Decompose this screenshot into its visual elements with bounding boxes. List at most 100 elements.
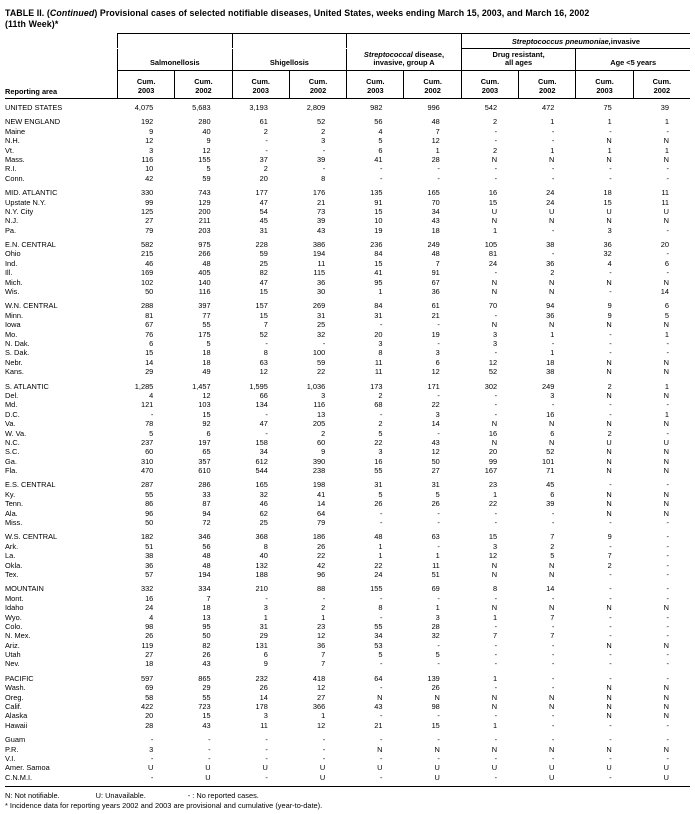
- value-cell: -: [208, 754, 211, 763]
- value-cell: 405: [198, 268, 211, 278]
- value-cell: 2: [550, 268, 555, 278]
- reporting-area-cell: Va.: [5, 419, 16, 429]
- value-cell: -: [494, 390, 498, 400]
- subcol-header: Cum. 2003: [231, 71, 289, 98]
- value-cell: -: [551, 683, 555, 693]
- reporting-area-cell: Md.: [5, 400, 18, 410]
- value-cell: 56: [374, 117, 383, 127]
- value-cell: 5: [378, 489, 383, 499]
- table-row: Kans. 29 49 12 22 11 12 52 38 N N: [5, 367, 690, 376]
- value-cell: 5: [206, 338, 211, 348]
- reporting-area-label: Reporting area: [5, 87, 58, 96]
- value-cell: 5: [435, 489, 440, 499]
- table-row: W.N. CENTRAL 288 397 157 269 84 61 70 94 9 6: [5, 301, 690, 310]
- value-cell: 7: [435, 258, 440, 268]
- value-cell: 188: [255, 569, 268, 579]
- value-cell: N: [663, 320, 669, 330]
- value-cell: -: [551, 508, 555, 518]
- value-cell: 1: [378, 541, 383, 551]
- table-section: E.S. CENTRAL 287 286 165 198 31 31 23 45- - Ky. 55 3…: [5, 480, 690, 527]
- header-row-subcols: Reporting area Cum. 2003 Cum. 2002 Cum. 2003 C…: [5, 71, 690, 98]
- value-cell: 15: [488, 197, 498, 207]
- reporting-area-cell: Vt.: [5, 145, 15, 155]
- value-cell: 175: [198, 329, 211, 339]
- table-row: Ohio 215 266 59 194 84 48 81 - 32 -: [5, 249, 690, 258]
- value-cell: 50: [431, 456, 440, 466]
- value-cell: 366: [312, 702, 326, 712]
- value-cell: 200: [198, 206, 211, 216]
- value-cell: -: [437, 508, 440, 518]
- value-cell: N: [606, 277, 612, 287]
- value-cell: 167: [484, 466, 498, 476]
- table-row: Ariz. 119 82 131 36 53 - - - N N: [5, 641, 690, 650]
- value-cell: N: [491, 419, 498, 429]
- table-row: Mich. 102 140 47 36 95 67 N N N N: [5, 278, 690, 287]
- value-cell: 40: [259, 551, 268, 561]
- value-cell: -: [494, 518, 498, 528]
- reporting-area-cell: V.I.: [5, 754, 16, 763]
- value-cell: 186: [312, 532, 326, 542]
- value-cell: 982: [370, 103, 383, 112]
- value-cell: -: [437, 735, 440, 745]
- value-cell: U: [663, 206, 669, 216]
- column-group-age-lt5: Age <5 years: [575, 49, 690, 71]
- value-cell: 1: [550, 117, 555, 127]
- value-cell: 155: [198, 154, 211, 164]
- value-cell: 3: [607, 225, 612, 235]
- value-cell: 22: [374, 437, 383, 447]
- subcol-header: Cum. 2002: [403, 71, 460, 98]
- value-cell: 73: [316, 206, 326, 216]
- value-cell: 140: [198, 277, 211, 287]
- cum-label: Cum.: [194, 77, 213, 87]
- value-cell: 12: [431, 447, 440, 457]
- value-cell: 5: [378, 428, 383, 438]
- value-cell: 2: [492, 145, 498, 155]
- value-cell: N: [606, 456, 612, 466]
- value-cell: N: [377, 692, 383, 702]
- value-cell: U: [319, 763, 326, 773]
- value-cell: 71: [546, 466, 555, 476]
- legend-not-notifiable: N: Not notifiable.: [5, 791, 60, 801]
- value-cell: 1: [607, 145, 612, 155]
- reporting-area-cell: MOUNTAIN: [5, 584, 44, 594]
- value-cell: -: [437, 754, 440, 763]
- value-cell: 82: [202, 640, 211, 650]
- value-cell: 472: [542, 103, 555, 112]
- value-cell: 330: [140, 188, 154, 198]
- value-cell: 9: [149, 126, 154, 136]
- reporting-area-cell: S. Dak.: [5, 348, 30, 358]
- table-row: Wyo. 4 13 1 1 - 3 1 7 - -: [5, 613, 690, 622]
- value-cell: -: [609, 631, 612, 641]
- value-cell: -: [150, 754, 154, 763]
- value-cell: U: [606, 437, 612, 447]
- reporting-area-cell: N.C.: [5, 437, 20, 447]
- value-cell: 25: [259, 258, 268, 268]
- value-cell: 2: [378, 419, 383, 429]
- value-cell: 27: [145, 650, 154, 660]
- value-cell: N: [606, 320, 612, 330]
- value-cell: 22: [488, 499, 498, 509]
- value-cell: -: [265, 735, 268, 745]
- value-cell: 57: [145, 569, 154, 579]
- value-cell: 192: [140, 117, 154, 127]
- table-row: La. 38 48 40 22 1 1 12 5 7 -: [5, 551, 690, 560]
- subcol-header: Cum. 2003: [460, 71, 518, 98]
- value-cell: 6: [550, 428, 555, 438]
- value-cell: 26: [431, 499, 440, 509]
- value-cell: 4: [378, 126, 383, 136]
- value-cell: 2: [607, 560, 612, 570]
- value-cell: -: [551, 338, 555, 348]
- value-cell: 1: [550, 145, 555, 155]
- value-cell: -: [551, 173, 555, 183]
- value-cell: -: [551, 720, 555, 730]
- value-cell: 91: [431, 268, 440, 278]
- value-cell: 9: [607, 310, 612, 320]
- value-cell: 9: [607, 301, 612, 311]
- value-cell: -: [609, 621, 612, 631]
- value-cell: 16: [546, 409, 555, 419]
- table-row: Guam - - - - - - - - - -: [5, 735, 690, 744]
- reporting-area-cell: Tenn.: [5, 499, 24, 509]
- value-cell: 15: [259, 287, 268, 297]
- value-cell: 8: [263, 348, 268, 358]
- cum-label: Cum.: [480, 77, 500, 87]
